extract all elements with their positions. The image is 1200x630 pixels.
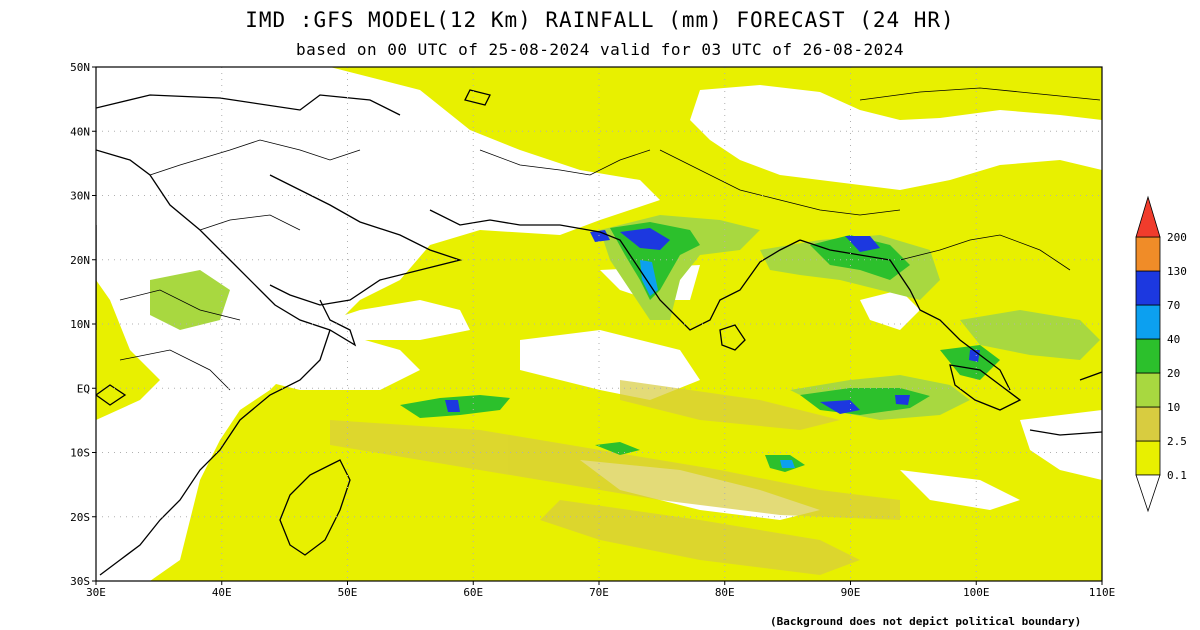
legend-label: 0.1 [1167,469,1187,482]
legend-label: 200 [1167,231,1187,244]
legend-arrow-bottom [1135,474,1161,513]
legend-label: 20 [1167,367,1180,380]
lat-tick-label: 20N [70,254,90,267]
lon-tick-label: 40E [212,586,232,599]
lat-tick-label: 20S [70,511,90,524]
coastlines [96,89,1102,576]
lat-tick-label: 50N [70,61,90,74]
legend-label: 70 [1167,299,1180,312]
lat-tick-label: 30S [70,575,90,588]
map-subtitle: based on 00 UTC of 25-08-2024 valid for … [296,40,904,59]
rainfall-legend: 0.1 2.5 10 20 40 70 130 200 [1135,195,1187,513]
lon-tick-label: 30E [86,586,106,599]
rain-40-70-areas [640,260,795,468]
legend-swatch [1135,372,1161,408]
boundary-disclaimer: (Background does not depict political bo… [770,615,1082,628]
legend-swatch [1135,270,1161,306]
lon-tick-label: 110E [1089,586,1116,599]
legend-swatch [1135,236,1161,272]
lat-tick-label: 40N [70,125,90,138]
legend-swatch [1135,440,1161,476]
longitude-ticks: 30E 40E 50E 60E 70E 80E 90E 100E 110E [86,581,1115,599]
legend-arrow-top [1135,195,1161,238]
legend-label: 2.5 [1167,435,1187,448]
legend-swatch [1135,338,1161,374]
legend-swatch [1135,406,1161,442]
lat-tick-label: 10N [70,318,90,331]
lat-tick-label: 10S [70,447,90,460]
lon-tick-label: 80E [715,586,735,599]
lon-tick-label: 70E [589,586,609,599]
lat-tick-label: EQ [77,382,90,395]
lon-tick-label: 60E [463,586,483,599]
latitude-ticks: 50N 40N 30N 20N 10N EQ 10S 20S 30S [70,61,96,588]
lat-tick-label: 30N [70,190,90,203]
borders [119,87,1101,391]
moderate-rain-bands [330,380,900,575]
lon-tick-label: 50E [338,586,358,599]
legend-label: 10 [1167,401,1180,414]
lon-tick-label: 90E [841,586,861,599]
map-title: IMD :GFS MODEL(12 Km) RAINFALL (mm) FORE… [245,8,955,32]
legend-swatch [1135,304,1161,340]
legend-label: 40 [1167,333,1180,346]
legend-label: 130 [1167,265,1187,278]
lon-tick-label: 100E [963,586,990,599]
